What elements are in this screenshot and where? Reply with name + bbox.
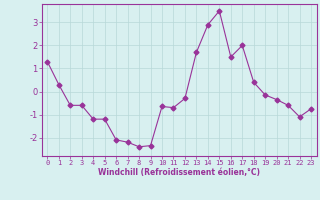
X-axis label: Windchill (Refroidissement éolien,°C): Windchill (Refroidissement éolien,°C) (98, 168, 260, 177)
